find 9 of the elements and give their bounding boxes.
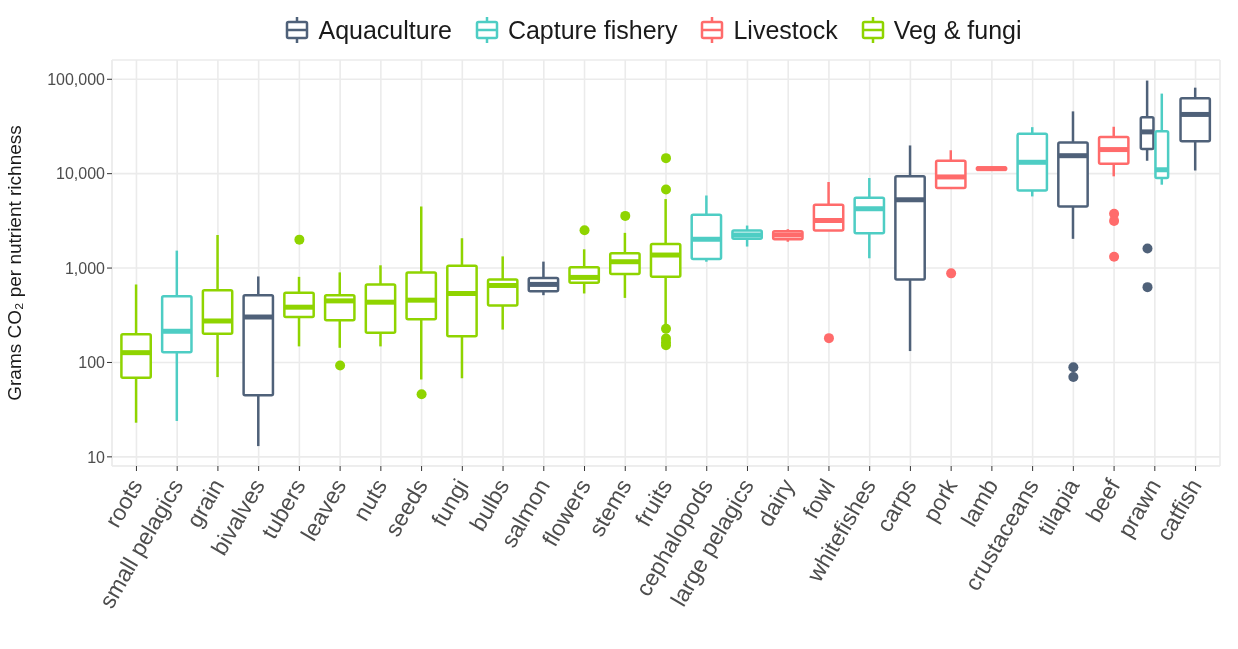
legend-label: Livestock [733, 15, 838, 45]
y-tick-label: 100 [78, 354, 106, 372]
y-tick-label: 10,000 [56, 165, 106, 183]
legend-label: Veg & fungi [893, 15, 1022, 45]
legend-label: Aquaculture [318, 15, 452, 45]
y-tick-label: 10 [87, 448, 106, 466]
y-tick-label: 100,000 [47, 70, 106, 88]
y-tick-label: 1,000 [64, 259, 106, 277]
legend-label: Capture fishery [507, 15, 678, 45]
